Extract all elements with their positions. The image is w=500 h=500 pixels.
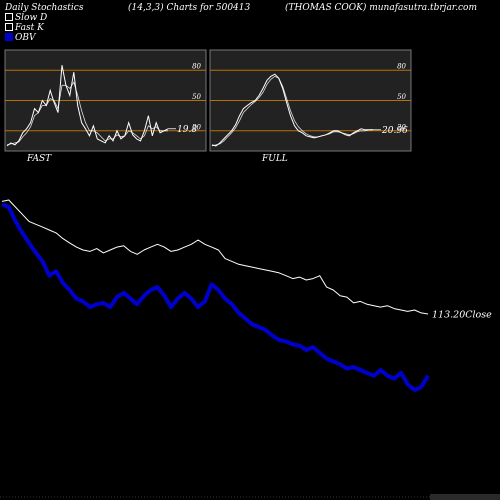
full-series-line bbox=[211, 75, 373, 147]
legend-swatch-icon bbox=[5, 13, 13, 21]
full-last-value-label: 20.96 bbox=[381, 126, 408, 136]
fast-last-value-label: 19.8 bbox=[177, 125, 197, 135]
full-tick-label: 50 bbox=[397, 93, 406, 101]
legend-slow-d: Slow D bbox=[5, 13, 47, 23]
legend-obv-label: OBV bbox=[15, 33, 36, 43]
legend-fast-k-label: Fast K bbox=[15, 23, 44, 33]
close-price-line bbox=[1, 199, 429, 315]
company-label: (THOMAS COOK) munafasutra.tbrjar.com bbox=[285, 3, 477, 13]
close-value-label: 113.20Close bbox=[432, 310, 492, 321]
full-series-line bbox=[211, 73, 373, 147]
legend-slow-d-label: Slow D bbox=[15, 13, 48, 23]
fast-series-line bbox=[6, 81, 168, 146]
obv-line bbox=[1, 202, 430, 392]
fast-tick-label: 80 bbox=[192, 63, 201, 71]
fast-series-line bbox=[6, 65, 169, 147]
scroll-strip bbox=[430, 494, 500, 500]
full-tick-label: 80 bbox=[397, 63, 406, 71]
fast-tick-label: 50 bbox=[192, 93, 201, 101]
fast-tick-label: 20 bbox=[191, 123, 201, 131]
legend-swatch-icon bbox=[5, 33, 13, 41]
full-tick-label: 20 bbox=[396, 123, 406, 131]
full-panel-label: FULL bbox=[262, 154, 288, 164]
legend-obv: OBV bbox=[5, 33, 36, 43]
legend-swatch-icon bbox=[5, 23, 13, 31]
chart-params: (14,3,3) Charts for 500413 bbox=[128, 3, 251, 13]
legend-fast-k: Fast K bbox=[5, 23, 44, 33]
fast-panel-label: FAST bbox=[27, 154, 52, 164]
chart-title: Daily Stochastics bbox=[5, 3, 84, 13]
